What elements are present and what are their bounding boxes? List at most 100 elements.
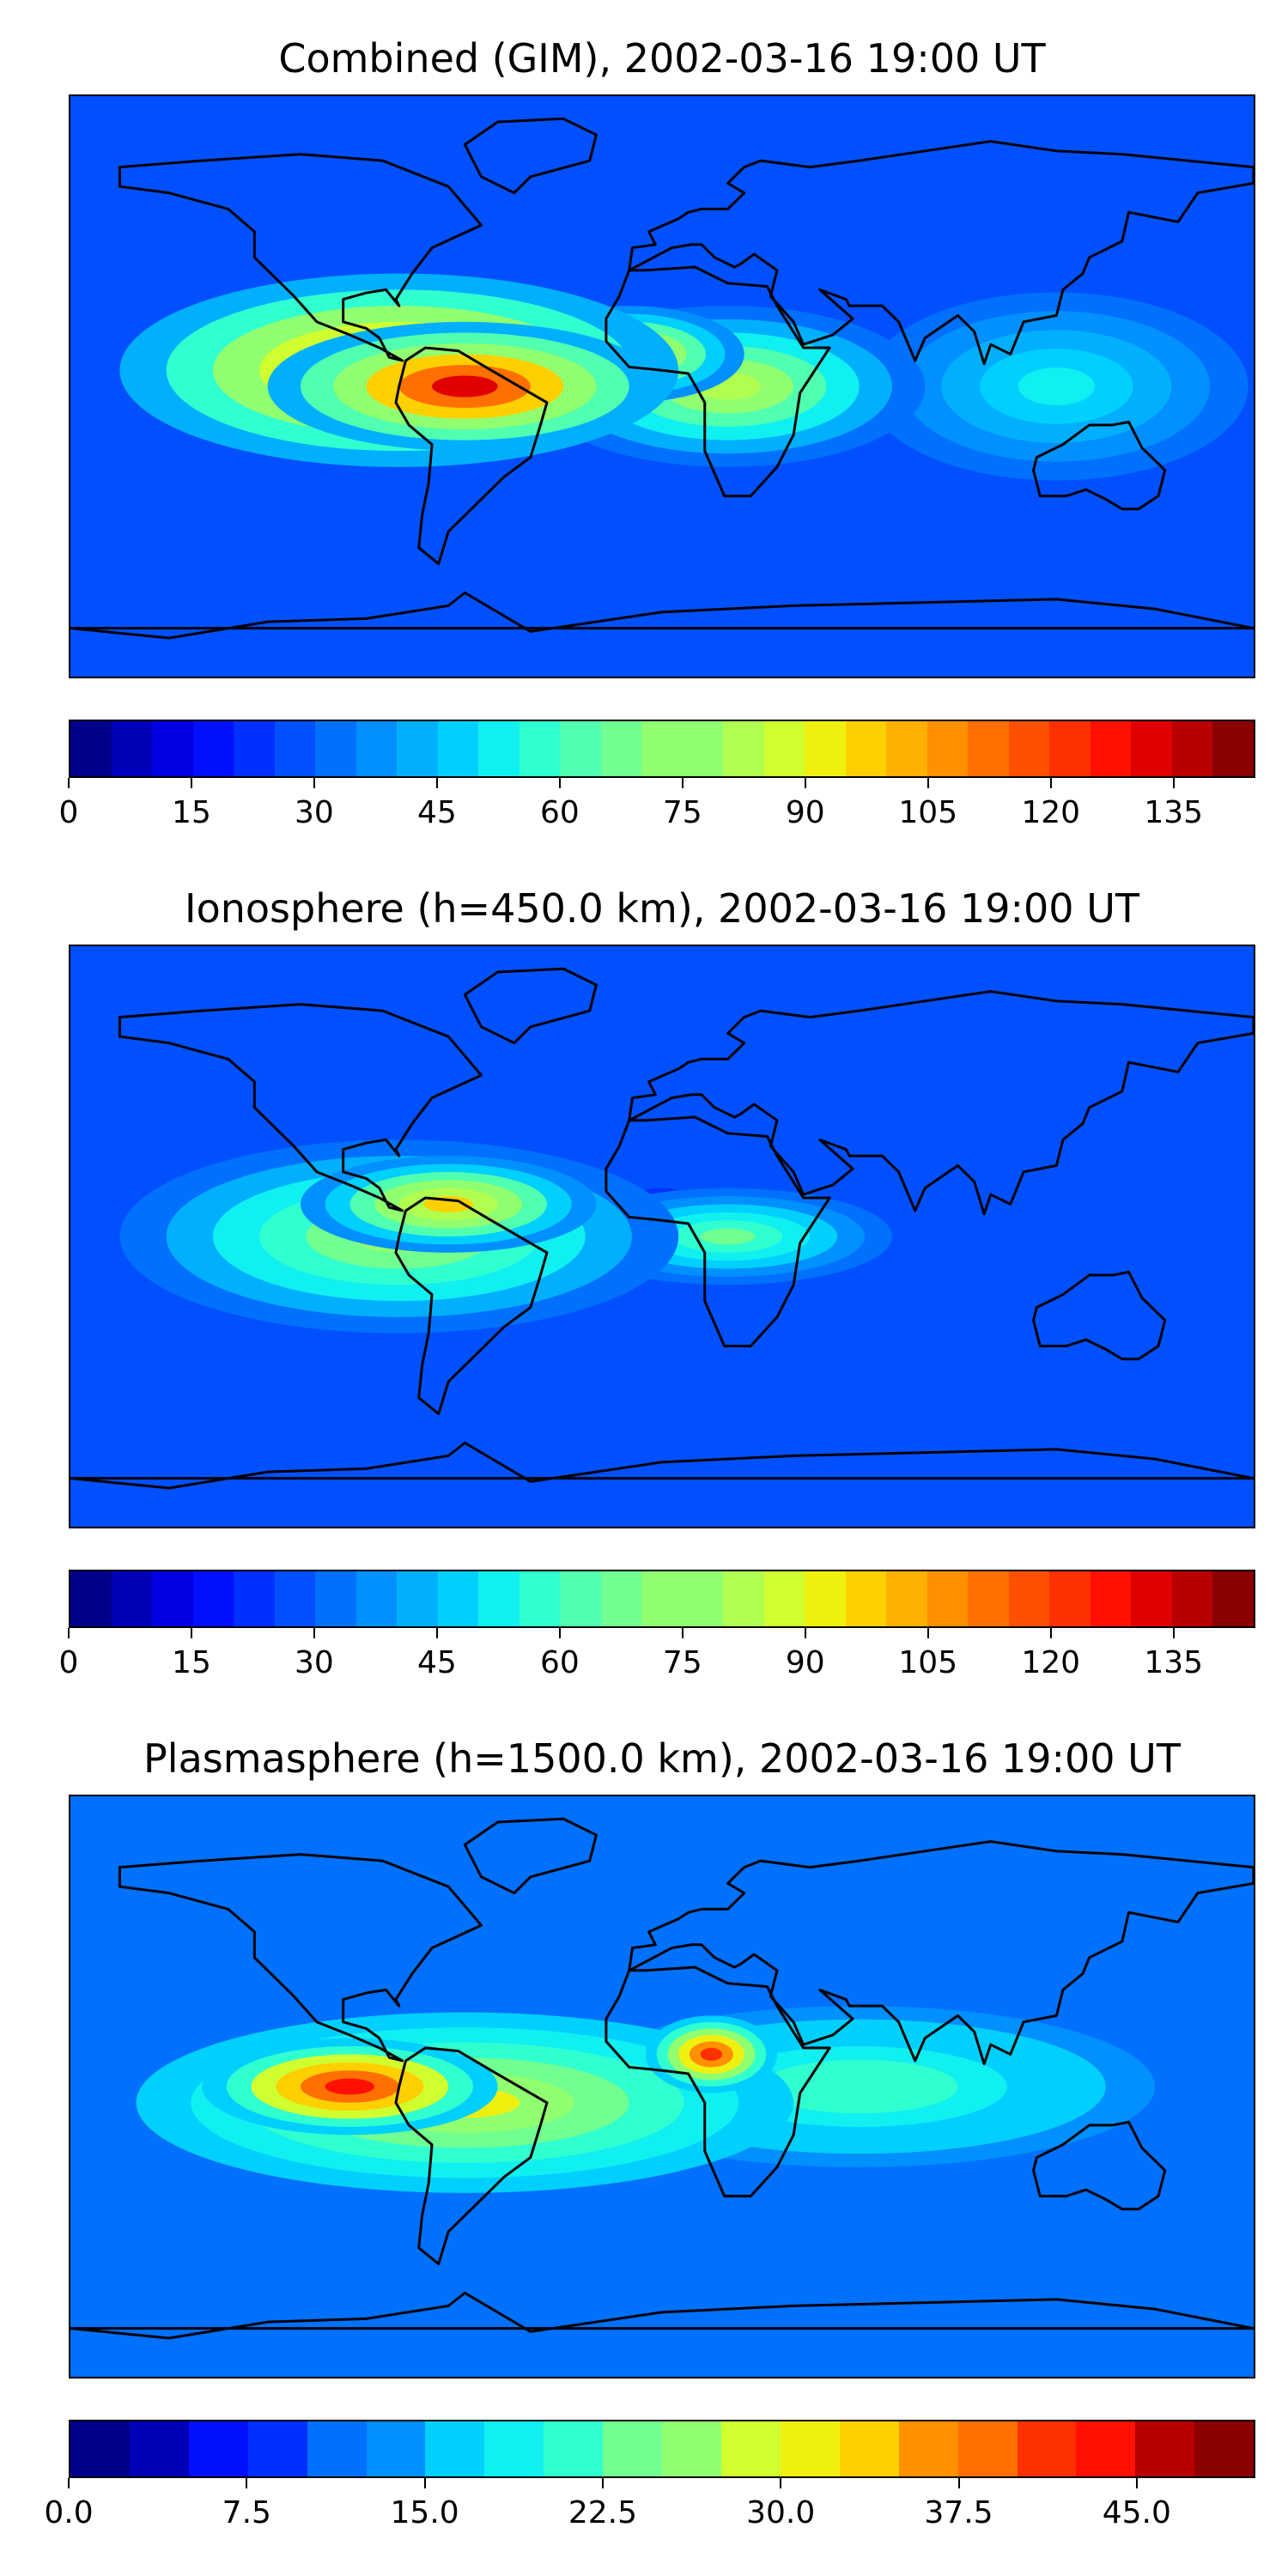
colorbar-segment <box>1090 1571 1132 1626</box>
colorbar-segment <box>898 2421 958 2476</box>
colorbar-tick-label: 120 <box>1021 795 1081 830</box>
colorbar-tick <box>313 1628 315 1638</box>
panel-2-map <box>69 945 1255 1528</box>
colorbar-segment <box>152 1571 193 1626</box>
colorbar-segment <box>129 2421 189 2476</box>
colorbar-segment <box>519 721 561 776</box>
coastline <box>1032 2120 1167 2211</box>
colorbar-segment <box>544 2421 604 2476</box>
colorbar-tick <box>435 778 438 788</box>
colorbar-segment <box>355 721 398 776</box>
colorbar-segment <box>720 2421 781 2476</box>
coastline <box>628 990 1254 1216</box>
coastline <box>628 140 1254 366</box>
colorbar-tick <box>927 1628 929 1638</box>
colorbar-tick <box>68 2478 70 2488</box>
colorbar-tick-label: 0 <box>58 1645 79 1680</box>
colorbar-tick-label: 60 <box>539 1645 580 1680</box>
contour-level <box>325 2078 375 2095</box>
coastline <box>118 153 483 362</box>
coastline <box>605 1965 831 2198</box>
coastline <box>1032 420 1167 511</box>
coastline <box>463 1817 598 1895</box>
colorbar-segment <box>1212 721 1254 776</box>
colorbar-tick <box>1172 1628 1175 1638</box>
colorbar-segment <box>1212 1571 1254 1626</box>
contour-level <box>1018 368 1095 405</box>
colorbar-segment <box>641 1571 683 1626</box>
colorbar-tick <box>423 2478 426 2488</box>
colorbar-segment <box>1171 1571 1213 1626</box>
coastline <box>605 265 831 498</box>
colorbar-tick-label: 135 <box>1144 795 1204 830</box>
colorbar-segment <box>1076 2421 1136 2476</box>
colorbar-segment <box>805 1571 846 1626</box>
panel-3-colorbar <box>69 2420 1255 2478</box>
colorbar-tick <box>1172 778 1175 788</box>
coastline <box>118 1853 483 2063</box>
colorbar-segment <box>315 1571 356 1626</box>
colorbar-segment <box>662 2421 721 2476</box>
colorbar-tick-label: 30 <box>295 795 334 830</box>
coastline <box>70 2291 1254 2340</box>
colorbar-tick-label: 60 <box>539 795 580 830</box>
colorbar-tick-label: 22.5 <box>568 2495 637 2530</box>
colorbar-tick-label: 45 <box>416 795 457 830</box>
colorbar-segment <box>70 2421 130 2476</box>
coastline <box>463 117 598 195</box>
panel-1-colorbar-ticks: 0 15 30 45 60 75 90 105 120 135 <box>59 778 1255 830</box>
colorbar-segment <box>682 721 724 776</box>
colorbar-segment <box>560 1571 601 1626</box>
colorbar-segment <box>1008 721 1050 776</box>
colorbar-segment <box>274 721 316 776</box>
colorbar-tick-label: 7.5 <box>222 2495 271 2530</box>
colorbar-segment <box>1017 2421 1077 2476</box>
colorbar-segment <box>397 1571 438 1626</box>
colorbar-segment <box>682 1571 724 1626</box>
colorbar-segment <box>247 2421 307 2476</box>
colorbar-tick-label: 90 <box>785 795 825 830</box>
colorbar-segment <box>188 2421 248 2476</box>
colorbar-tick <box>435 1628 438 1638</box>
colorbar-segment <box>366 2421 426 2476</box>
colorbar-tick <box>681 778 683 788</box>
colorbar-segment <box>397 721 438 776</box>
colorbar-segment <box>70 721 112 776</box>
colorbar-segment <box>723 1571 764 1626</box>
colorbar-tick-label: 45 <box>416 1645 457 1680</box>
panel-3-colorbar-ticks: 0.0 7.5 15.0 22.5 30.0 37.5 45.0 <box>44 2478 1255 2530</box>
colorbar-tick-label: 15 <box>172 1645 211 1680</box>
colorbar-segment <box>355 1571 398 1626</box>
colorbar-segment <box>437 1571 479 1626</box>
colorbar-segment <box>274 1571 316 1626</box>
colorbar-tick-label: 135 <box>1144 1645 1204 1680</box>
coastline <box>70 1441 1254 1490</box>
colorbar-tick <box>68 778 70 788</box>
colorbar-segment <box>1135 2421 1195 2476</box>
colorbar-segment <box>845 1571 887 1626</box>
colorbar-tick <box>804 778 806 788</box>
contour-level <box>810 2073 909 2100</box>
colorbar-segment <box>968 1571 1009 1626</box>
colorbar-segment <box>600 721 642 776</box>
colorbar-segment <box>70 1571 112 1626</box>
coastline <box>1032 1270 1167 1361</box>
colorbar-segment <box>152 721 193 776</box>
colorbar-segment <box>111 1571 153 1626</box>
colorbar-segment <box>234 1571 275 1626</box>
colorbar-segment <box>763 1571 805 1626</box>
colorbar-tick-label: 0.0 <box>44 2495 94 2530</box>
colorbar-segment <box>927 721 969 776</box>
colorbar-tick <box>601 2478 604 2488</box>
colorbar-tick-label: 75 <box>662 1645 702 1680</box>
panel-3-map <box>69 1795 1255 2379</box>
contour-level <box>423 1196 473 1212</box>
colorbar-tick <box>190 1628 192 1638</box>
colorbar-tick-label: 105 <box>898 795 958 830</box>
colorbar-segment <box>425 2421 485 2476</box>
contour-level <box>700 1228 756 1245</box>
colorbar-segment <box>478 721 519 776</box>
colorbar-segment <box>886 1571 927 1626</box>
panel-2-title: Ionosphere (h=450.0 km), 2002-03-16 19:0… <box>185 885 1139 932</box>
panel-1-title: Combined (GIM), 2002-03-16 19:00 UT <box>278 35 1046 82</box>
